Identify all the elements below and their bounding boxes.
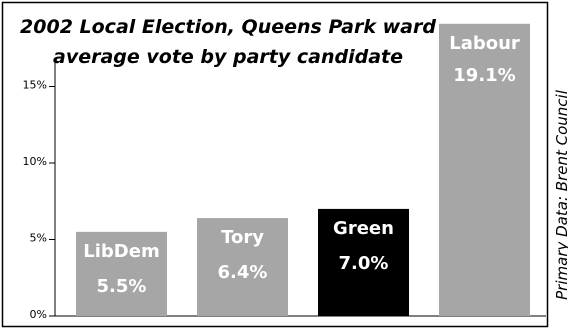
bar-category-label: Labour (449, 33, 520, 54)
y-tick-label: 15% (23, 79, 47, 92)
bars-group: LibDem 5.5% Tory 6.4% Green 7.0% Labour 19.1% (76, 23, 530, 317)
chart-frame (1, 1, 549, 328)
bar-value-label: 7.0% (339, 253, 389, 274)
y-tick-label: 10% (23, 155, 47, 168)
bar-category-label: Green (333, 218, 394, 239)
bar-category-label: Tory (221, 227, 264, 248)
bar-green (318, 208, 409, 316)
y-axis-ticks: 0% 5% 10% 15% (23, 79, 55, 321)
bar-category-label: LibDem (83, 241, 159, 262)
bar-value-label: 6.4% (218, 262, 268, 283)
bar-tory (197, 218, 288, 316)
bar-value-label: 19.1% (453, 65, 515, 86)
chart-title-line-1: 2002 Local Election, Queens Park ward (20, 16, 436, 38)
y-tick-label: 5% (30, 232, 47, 245)
source-note: Primary Data: Brent Council (553, 89, 568, 300)
y-tick-label: 0% (30, 308, 47, 321)
bar-value-label: 5.5% (97, 276, 147, 297)
chart-title-line-2: average vote by party candidate (53, 46, 403, 68)
bar-labour (439, 23, 530, 317)
bar-libdem (76, 231, 167, 316)
